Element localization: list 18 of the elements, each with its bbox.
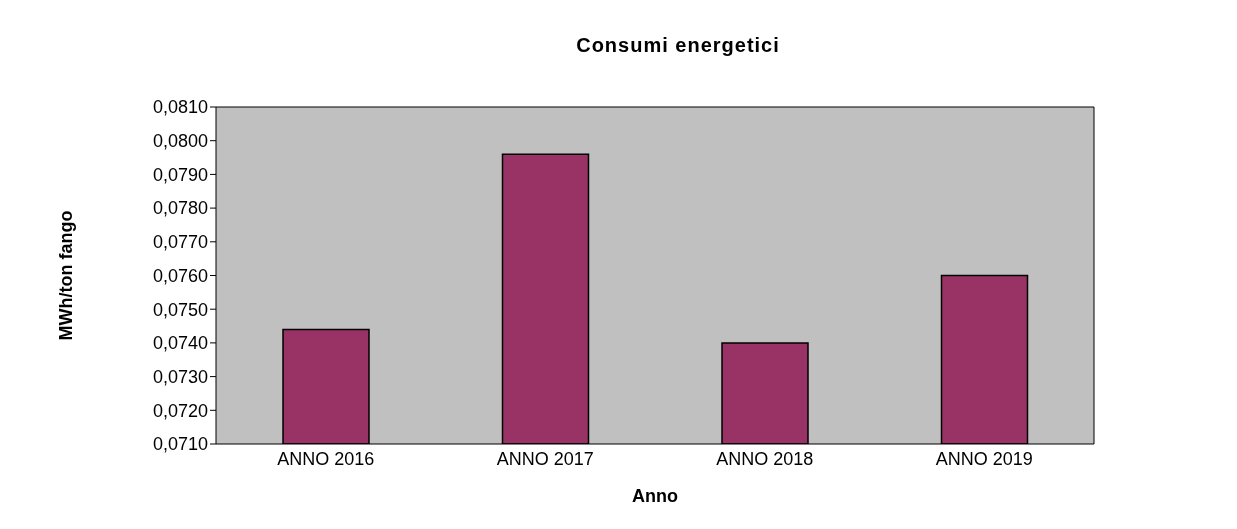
y-tick-label: 0,0720: [152, 400, 208, 421]
y-tick-label: 0,0710: [152, 434, 208, 455]
chart-title: Consumi energetici: [575, 33, 781, 58]
y-tick-label: 0,0750: [152, 299, 208, 320]
x-tick-label: ANNO 2017: [496, 448, 594, 469]
y-tick-label: 0,0740: [152, 333, 208, 354]
y-tick-label: 0,0790: [152, 164, 208, 185]
y-tick-label: 0,0730: [152, 366, 208, 387]
y-tick-label: 0,0800: [152, 131, 208, 152]
x-tick-label: ANNO 2016: [277, 448, 375, 469]
y-tick-label: 0,0770: [152, 232, 208, 253]
x-tick-label: ANNO 2019: [935, 448, 1033, 469]
x-tick-label: ANNO 2018: [716, 448, 814, 469]
y-tick-label: 0,0780: [152, 198, 208, 219]
y-axis-title: MWh/ton fango: [56, 210, 77, 341]
y-tick-label: 0,0810: [152, 97, 208, 118]
y-tick-label: 0,0760: [152, 265, 208, 286]
x-axis-title: Anno: [632, 486, 678, 506]
